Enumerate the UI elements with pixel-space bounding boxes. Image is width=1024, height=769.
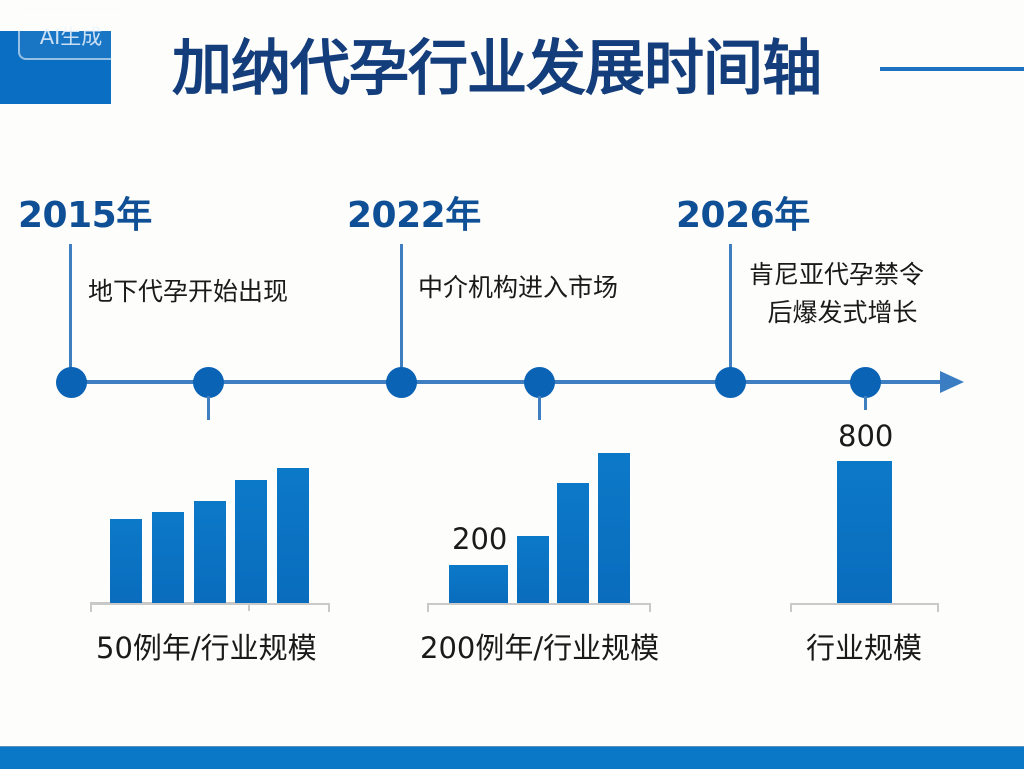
milestone-connector-2022 bbox=[400, 244, 403, 384]
chart3-bar-1 bbox=[837, 461, 892, 604]
title-rule-divider bbox=[880, 67, 1024, 71]
chart1-bar-3 bbox=[194, 501, 226, 604]
timeline-dot-chart-1 bbox=[193, 367, 224, 398]
timeline-axis bbox=[70, 380, 944, 384]
chart-connector-3 bbox=[864, 396, 867, 410]
timeline-dot-2015 bbox=[56, 367, 87, 398]
chart3-baseline bbox=[790, 603, 939, 612]
timeline-dot-2026 bbox=[715, 367, 746, 398]
milestone-year-2015: 2015年 bbox=[18, 195, 152, 236]
chart3-caption: 行业规模 bbox=[806, 631, 923, 665]
milestone-year-2026: 2026年 bbox=[676, 195, 810, 236]
chart2-bar-1-value: 200 bbox=[452, 522, 508, 556]
chart1-bar-2 bbox=[152, 512, 184, 604]
chart1-bar-4 bbox=[235, 480, 267, 604]
chart1-caption: 50例年/行业规模 bbox=[96, 631, 317, 665]
chart1-bar-5 bbox=[277, 468, 309, 604]
chart2-baseline bbox=[427, 603, 651, 612]
chart1-baseline bbox=[90, 603, 330, 612]
milestone-description-2026: 肯尼亚代孕禁令 后爆发式增长 bbox=[749, 256, 924, 332]
chart2-bar-4 bbox=[598, 453, 630, 604]
page-title: 加纳代孕行业发展时间轴 bbox=[172, 34, 822, 104]
timeline-dot-chart-3 bbox=[850, 367, 881, 398]
milestone-connector-2026 bbox=[729, 244, 732, 384]
chart2-caption: 200例年/行业规模 bbox=[420, 631, 660, 665]
timeline-dot-2022 bbox=[386, 367, 417, 398]
chart3-bar-1-value: 800 bbox=[838, 419, 894, 453]
chart2-bar-1 bbox=[449, 565, 508, 604]
ai-generated-badge: AI生成 bbox=[18, 14, 124, 60]
milestone-description-2015: 地下代孕开始出现 bbox=[88, 277, 289, 306]
arrow-right-icon bbox=[940, 371, 964, 393]
chart2-bar-3 bbox=[557, 483, 589, 604]
timeline-dot-chart-2 bbox=[524, 367, 555, 398]
chart-connector-1 bbox=[207, 396, 210, 420]
milestone-connector-2015 bbox=[69, 244, 72, 384]
milestone-description-2026-line2: 后爆发式增长 bbox=[767, 298, 918, 327]
chart1-bar-1 bbox=[110, 519, 142, 604]
milestone-description-2022: 中介机构进入市场 bbox=[418, 273, 619, 302]
milestone-year-2022: 2022年 bbox=[347, 195, 481, 236]
footer-accent-band bbox=[0, 746, 1024, 769]
chart-connector-2 bbox=[538, 396, 541, 420]
milestone-description-2026-line1: 肯尼亚代孕禁令 bbox=[749, 260, 925, 289]
chart2-bar-2 bbox=[517, 536, 549, 604]
